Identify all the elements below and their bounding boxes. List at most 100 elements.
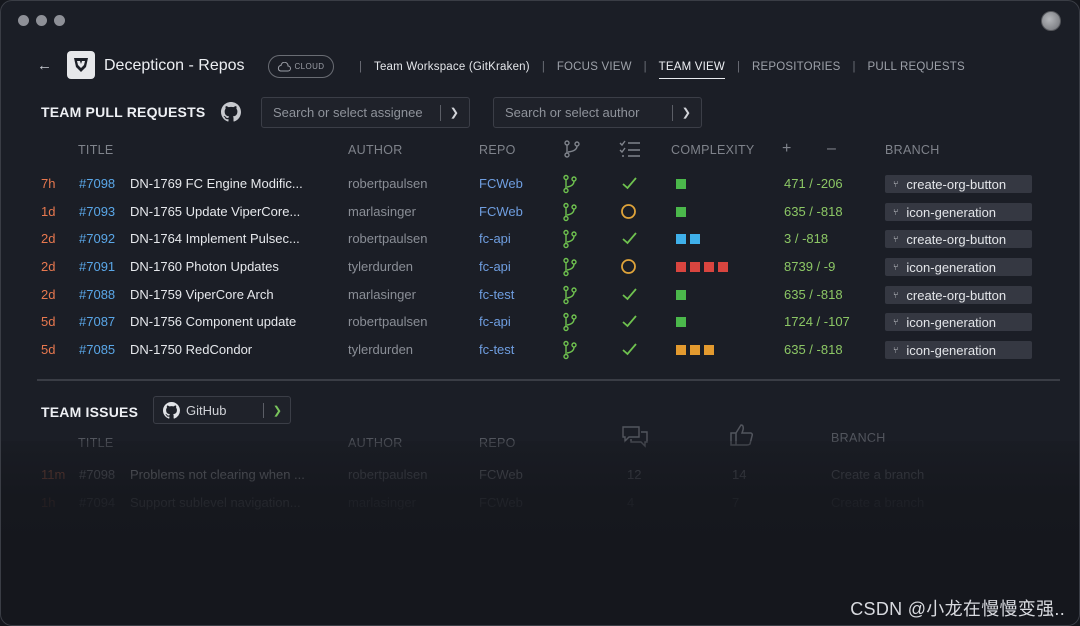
pr-title-link[interactable]: DN-1760 Photon Updates bbox=[130, 259, 279, 274]
minimize-window-button[interactable] bbox=[36, 15, 47, 26]
pr-repo-link[interactable]: fc-test bbox=[479, 287, 515, 302]
issue-title-link[interactable]: Support sublevel navigation... bbox=[130, 495, 301, 510]
column-complexity[interactable]: COMPLEXITY bbox=[671, 143, 755, 157]
issue-column-repo[interactable]: REPO bbox=[479, 436, 516, 450]
tab-team-view[interactable]: TEAM VIEW bbox=[658, 61, 725, 79]
column-author[interactable]: AUTHOR bbox=[348, 143, 403, 157]
branch-pill[interactable]: ⑂ icon-generation bbox=[885, 258, 1032, 276]
complexity-block bbox=[690, 234, 700, 244]
branch-pill[interactable]: ⑂ icon-generation bbox=[885, 203, 1032, 221]
column-title[interactable]: TITLE bbox=[78, 143, 114, 157]
chevron-down-icon[interactable]: ❯ bbox=[449, 107, 459, 119]
pr-row[interactable]: 7h #7098 DN-1769 FC Engine Modific... rober… bbox=[1, 170, 1079, 198]
pr-number-link[interactable]: #7087 bbox=[79, 314, 116, 329]
issue-column-author[interactable]: AUTHOR bbox=[348, 436, 403, 450]
chevron-down-icon[interactable]: ❯ bbox=[272, 405, 282, 417]
create-branch-link[interactable]: Create a branch bbox=[831, 495, 925, 510]
complexity-block bbox=[704, 345, 714, 355]
pr-age: 2d bbox=[41, 287, 56, 302]
author-select[interactable]: Search or select author ❯ bbox=[493, 97, 702, 128]
issue-provider-select[interactable]: GitHub ❯ bbox=[153, 396, 291, 424]
check-passed-icon bbox=[622, 177, 637, 190]
pr-repo-link[interactable]: FCWeb bbox=[479, 176, 523, 191]
tab-repositories[interactable]: REPOSITORIES bbox=[752, 61, 841, 73]
issue-repo-link[interactable]: FCWeb bbox=[479, 467, 523, 482]
window-controls[interactable] bbox=[18, 15, 65, 26]
pr-repo-link[interactable]: fc-test bbox=[479, 342, 515, 357]
back-arrow-icon[interactable]: ← bbox=[37, 57, 52, 74]
issue-repo-link[interactable]: FCWeb bbox=[479, 495, 523, 510]
complexity-block bbox=[676, 207, 686, 217]
tab-focus-view[interactable]: FOCUS VIEW bbox=[556, 61, 632, 73]
pr-title-link[interactable]: DN-1756 Component update bbox=[130, 314, 297, 329]
pr-row[interactable]: 5d #7085 DN-1750 RedCondor tylerdurden fc-te… bbox=[1, 336, 1079, 364]
complexity-block bbox=[676, 234, 686, 244]
pr-repo-link[interactable]: fc-api bbox=[479, 231, 511, 246]
github-icon bbox=[163, 401, 180, 419]
pr-number-link[interactable]: #7098 bbox=[79, 176, 116, 191]
pr-number-link[interactable]: #7092 bbox=[79, 231, 116, 246]
pr-repo-link[interactable]: fc-api bbox=[479, 259, 511, 274]
pr-repo-link[interactable]: FCWeb bbox=[479, 204, 523, 219]
profile-avatar[interactable] bbox=[1041, 11, 1061, 31]
checklist-column-icon bbox=[619, 140, 640, 157]
pr-number-link[interactable]: #7093 bbox=[79, 204, 116, 219]
top-nav: | Team Workspace (GitKraken) | FOCUS VIE… bbox=[347, 61, 965, 79]
branch-pill[interactable]: ⑂ icon-generation bbox=[885, 341, 1032, 359]
complexity-block bbox=[718, 262, 728, 272]
issue-column-branch[interactable]: BRANCH bbox=[831, 431, 886, 445]
issue-comment-count: 4 bbox=[627, 495, 635, 510]
issue-row[interactable]: 11m #7098 Problems not clearing when ... ro… bbox=[1, 467, 1079, 495]
branch-name: create-org-button bbox=[906, 287, 1007, 303]
branch-pill[interactable]: ⑂ create-org-button bbox=[885, 175, 1032, 193]
complexity-block bbox=[704, 262, 714, 272]
pr-title-link[interactable]: DN-1759 ViperCore Arch bbox=[130, 287, 274, 302]
pr-line-stats: 8739 / -9 bbox=[784, 259, 836, 274]
workspace-selector[interactable]: Team Workspace (GitKraken) bbox=[374, 61, 530, 73]
complexity-block bbox=[690, 262, 700, 272]
column-additions[interactable]: + bbox=[782, 140, 792, 157]
app-title: Decepticon - Repos bbox=[104, 57, 245, 74]
branch-name: icon-generation bbox=[906, 342, 997, 358]
assignee-select[interactable]: Search or select assignee ❯ bbox=[261, 97, 470, 128]
pr-author: robertpaulsen bbox=[348, 314, 428, 329]
pr-title-link[interactable]: DN-1765 Update ViperCore... bbox=[130, 204, 301, 219]
pr-repo-link[interactable]: fc-api bbox=[479, 314, 511, 329]
pr-row[interactable]: 2d #7088 DN-1759 ViperCore Arch marlasinger… bbox=[1, 281, 1079, 309]
pr-row[interactable]: 1d #7093 DN-1765 Update ViperCore... marlas… bbox=[1, 198, 1079, 226]
issue-row[interactable]: 1h #7094 Support sublevel navigation... mar… bbox=[1, 495, 1079, 523]
issue-number-link[interactable]: #7094 bbox=[79, 495, 116, 510]
close-window-button[interactable] bbox=[18, 15, 29, 26]
branch-pill[interactable]: ⑂ create-org-button bbox=[885, 230, 1032, 248]
chevron-down-icon[interactable]: ❯ bbox=[681, 107, 691, 119]
column-deletions[interactable]: – bbox=[827, 140, 837, 157]
issue-author: robertpaulsen bbox=[348, 467, 428, 482]
create-branch-link[interactable]: Create a branch bbox=[831, 467, 925, 482]
issue-column-title[interactable]: TITLE bbox=[78, 436, 114, 450]
issue-title-link[interactable]: Problems not clearing when ... bbox=[130, 467, 305, 482]
pr-row[interactable]: 2d #7091 DN-1760 Photon Updates tylerdurden… bbox=[1, 253, 1079, 281]
column-branch[interactable]: BRANCH bbox=[885, 143, 940, 157]
branch-pill[interactable]: ⑂ create-org-button bbox=[885, 286, 1032, 304]
pr-row[interactable]: 5d #7087 DN-1756 Component update robertpau… bbox=[1, 308, 1079, 336]
branch-pill[interactable]: ⑂ icon-generation bbox=[885, 313, 1032, 331]
tab-pull-requests[interactable]: PULL REQUESTS bbox=[867, 61, 965, 73]
pr-title-link[interactable]: DN-1769 FC Engine Modific... bbox=[130, 176, 303, 191]
pr-number-link[interactable]: #7091 bbox=[79, 259, 116, 274]
pr-title-link[interactable]: DN-1764 Implement Pulsec... bbox=[130, 231, 300, 246]
pull-requests-title: TEAM PULL REQUESTS bbox=[41, 104, 206, 120]
pr-title-link[interactable]: DN-1750 RedCondor bbox=[130, 342, 253, 357]
maximize-window-button[interactable] bbox=[54, 15, 65, 26]
pr-number-link[interactable]: #7085 bbox=[79, 342, 116, 357]
branch-name: icon-generation bbox=[906, 314, 997, 330]
pr-line-stats: 635 / -818 bbox=[784, 342, 843, 357]
pr-author: marlasinger bbox=[348, 204, 416, 219]
pr-line-stats: 1724 / -107 bbox=[784, 314, 850, 329]
assignee-placeholder: Search or select assignee bbox=[273, 105, 423, 120]
issue-number-link[interactable]: #7098 bbox=[79, 467, 116, 482]
pr-number-link[interactable]: #7088 bbox=[79, 287, 116, 302]
pr-row[interactable]: 2d #7092 DN-1764 Implement Pulsec... robert… bbox=[1, 225, 1079, 253]
column-repo[interactable]: REPO bbox=[479, 143, 516, 157]
issue-age: 11m bbox=[41, 467, 66, 482]
